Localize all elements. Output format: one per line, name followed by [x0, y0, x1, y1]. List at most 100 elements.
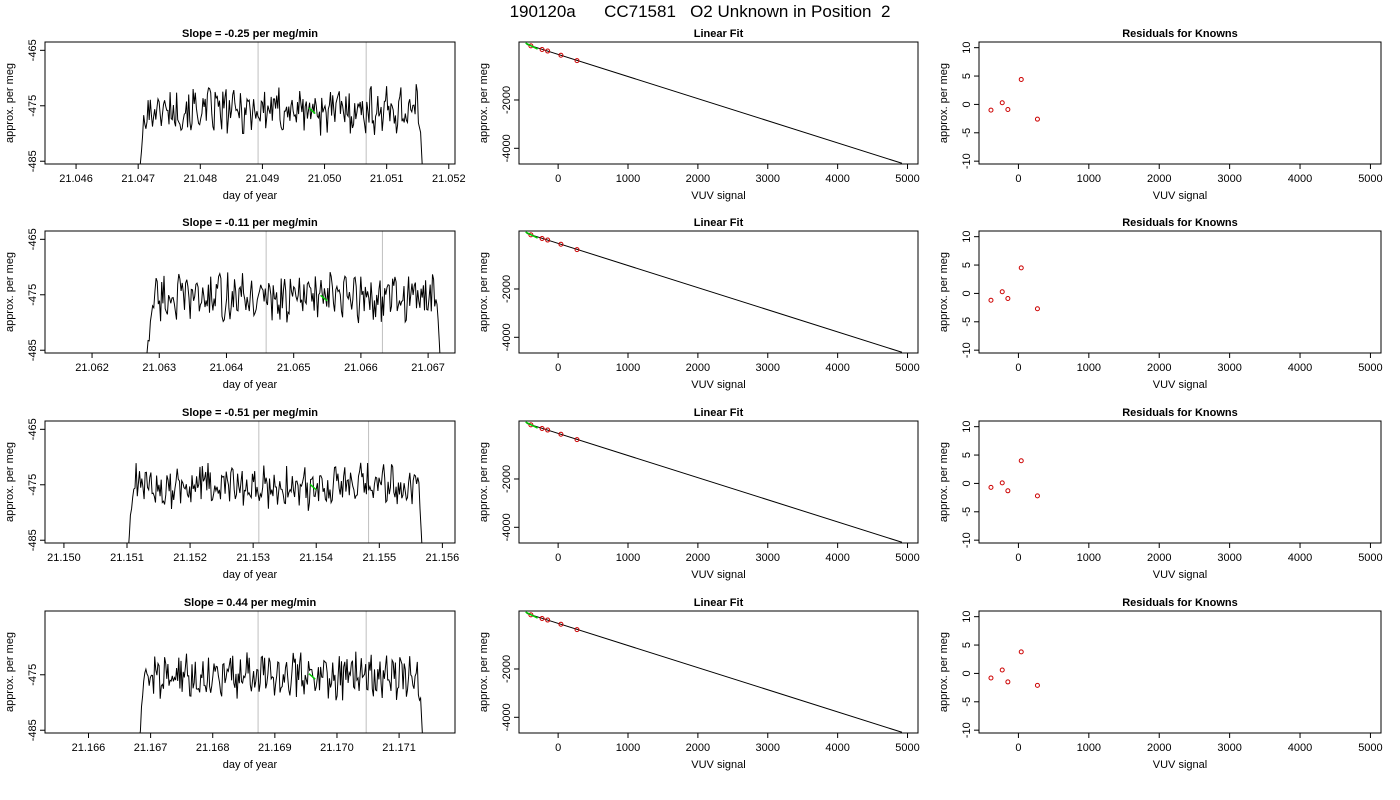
residuals-panel: Residuals for Knowns 0 1000 2000 3000 4000 500…	[938, 28, 1383, 202]
x-tick-label: 5000	[1358, 742, 1382, 754]
unknown-point	[525, 42, 538, 50]
y-tick-label: -2000	[501, 86, 513, 114]
x-tick-label: 1000	[1077, 552, 1101, 564]
x-tick-label: 21.151	[110, 552, 144, 564]
plot-frame	[978, 610, 1382, 734]
x-tick-label: 4000	[825, 552, 849, 564]
x-tick-label: 21.152	[173, 552, 207, 564]
y-tick-label: -2000	[501, 465, 513, 493]
y-tick-label: 10	[961, 42, 973, 54]
x-tick-label: 2000	[1147, 742, 1171, 754]
x-tick-label: 21.063	[142, 362, 176, 374]
x-tick-label: 5000	[895, 552, 919, 564]
unknown-segment	[309, 483, 317, 491]
panel-title: Residuals for Knowns	[1122, 597, 1238, 609]
known-point	[558, 241, 564, 247]
residual-point	[988, 107, 994, 113]
known-point	[528, 232, 534, 238]
x-tick-label: 4000	[1288, 362, 1312, 374]
x-tick-label: 0	[555, 362, 561, 374]
x-tick-label: 0	[555, 173, 561, 185]
panel-title: Slope = -0.11 per meg/min	[182, 217, 318, 229]
residual-point	[1005, 679, 1011, 685]
unknown-point	[525, 611, 538, 619]
per-meg-trace	[139, 651, 423, 733]
x-axis-label: VUV signal	[1153, 190, 1207, 202]
y-axis-label: approx. per meg	[938, 252, 950, 332]
x-tick-label: 0	[1015, 552, 1021, 564]
panel-title: Linear Fit	[694, 217, 744, 229]
x-tick-label: 21.049	[246, 173, 280, 185]
y-axis-label: approx. per meg	[4, 442, 16, 522]
y-axis-label: approx. per meg	[4, 632, 16, 712]
residual-point	[1018, 76, 1024, 82]
y-axis-label: approx. per meg	[938, 442, 950, 522]
x-axis-label: day of year	[223, 379, 278, 391]
x-tick-label: 4000	[1288, 552, 1312, 564]
x-tick-label: 21.154	[299, 552, 333, 564]
known-point	[539, 235, 545, 241]
plot-frame	[44, 230, 456, 354]
x-tick-label: 2000	[686, 552, 710, 564]
known-point	[539, 46, 545, 52]
y-tick-label: -465	[27, 418, 39, 440]
known-point	[574, 437, 580, 443]
x-tick-label: 3000	[1217, 552, 1241, 564]
unknown-segment	[320, 294, 328, 302]
x-tick-label: 2000	[686, 742, 710, 754]
residual-point	[1018, 649, 1024, 655]
x-tick-label: 1000	[616, 173, 640, 185]
x-tick-label: 21.155	[362, 552, 396, 564]
x-tick-label: 2000	[1147, 552, 1171, 564]
time-series-panel: Slope = 0.44 per meg/min 21.166 21.167 21.1…	[4, 597, 456, 771]
x-tick-label: 3000	[756, 742, 780, 754]
x-tick-label: 21.171	[382, 742, 416, 754]
per-meg-trace	[146, 271, 441, 353]
x-tick-label: 0	[1015, 173, 1021, 185]
x-axis-label: day of year	[223, 759, 278, 771]
residual-point	[1018, 458, 1024, 464]
x-tick-label: 1000	[616, 362, 640, 374]
known-point	[545, 617, 551, 623]
y-tick-label: -485	[27, 339, 39, 361]
linear-fit-panel: Linear Fit 0 1000 2000 3000 4000 5000 VUV signa…	[478, 407, 920, 581]
y-tick-label: 0	[961, 101, 973, 107]
x-tick-label: 3000	[756, 362, 780, 374]
y-tick-label: -4000	[501, 323, 513, 351]
x-axis-label: day of year	[223, 569, 278, 581]
x-tick-label: 21.050	[308, 173, 342, 185]
known-point	[539, 425, 545, 431]
known-point	[558, 431, 564, 437]
x-axis-label: VUV signal	[691, 569, 745, 581]
linear-fit-panel: Linear Fit 0 1000 2000 3000 4000 5000 VUV signa…	[478, 217, 920, 391]
y-tick-label: -5	[961, 507, 973, 517]
residual-point	[1034, 493, 1040, 499]
y-tick-label: 5	[961, 452, 973, 458]
x-axis-label: VUV signal	[691, 379, 745, 391]
residual-point	[1005, 296, 1011, 302]
y-tick-label: -10	[961, 153, 973, 169]
known-point	[558, 621, 564, 627]
residual-point	[1034, 306, 1040, 312]
residual-point	[999, 289, 1005, 295]
y-tick-label: -10	[961, 342, 973, 358]
y-axis-label: approx. per meg	[938, 632, 950, 712]
y-tick-label: -10	[961, 532, 973, 548]
time-series-panel: Slope = -0.11 per meg/min 21.062 21.063 21.…	[4, 217, 456, 391]
y-tick-label: 5	[961, 642, 973, 648]
residual-point	[988, 484, 994, 490]
x-tick-label: 5000	[1358, 173, 1382, 185]
x-tick-label: 5000	[895, 362, 919, 374]
x-tick-label: 5000	[1358, 362, 1382, 374]
y-tick-label: 5	[961, 73, 973, 79]
x-tick-label: 21.065	[277, 362, 311, 374]
residuals-panel: Residuals for Knowns 0 1000 2000 3000 4000 500…	[938, 597, 1383, 771]
x-tick-label: 21.153	[236, 552, 270, 564]
y-axis-label: approx. per meg	[938, 63, 950, 143]
x-axis-label: VUV signal	[691, 190, 745, 202]
y-tick-label: -485	[27, 529, 39, 551]
x-tick-label: 21.170	[320, 742, 354, 754]
x-tick-label: 21.067	[411, 362, 445, 374]
x-axis-label: VUV signal	[1153, 759, 1207, 771]
